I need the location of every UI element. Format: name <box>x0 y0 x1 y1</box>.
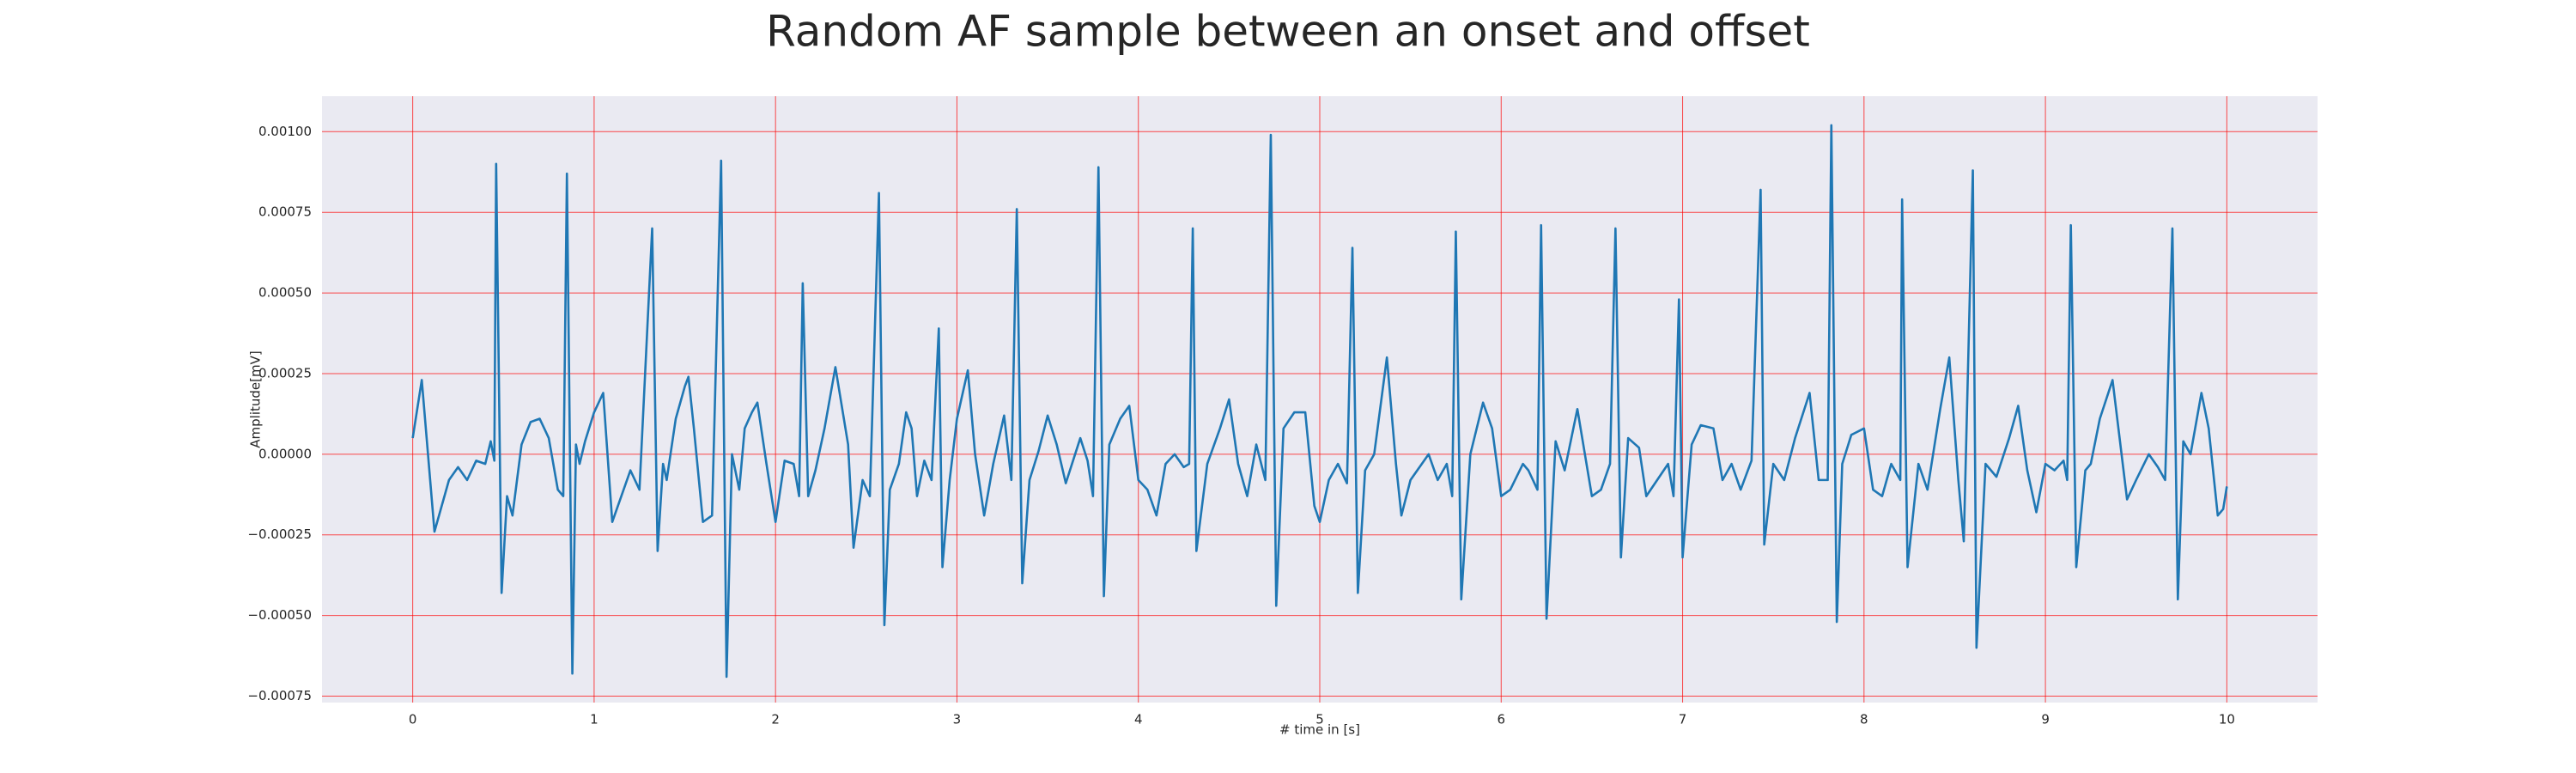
y-tick-label: −0.00075 <box>247 688 312 703</box>
x-tick-label: 1 <box>590 712 598 727</box>
y-tick-label: 0.00100 <box>258 124 312 139</box>
x-tick-label: 2 <box>771 712 780 727</box>
x-tick-label: 8 <box>1860 712 1868 727</box>
y-tick-label: 0.00050 <box>258 285 312 301</box>
x-axis-label: # time in [s] <box>1279 722 1360 738</box>
x-tick-label: 0 <box>409 712 417 727</box>
chart-title: Random AF sample between an onset and of… <box>766 7 1810 57</box>
x-tick-label: 6 <box>1497 712 1505 727</box>
y-tick-label: 0.00025 <box>258 365 312 380</box>
signal-line <box>411 124 2228 679</box>
x-tick-label: 3 <box>953 712 962 727</box>
x-tick-label: 10 <box>2219 712 2235 727</box>
x-tick-label: 7 <box>1679 712 1687 727</box>
x-tick-label: 4 <box>1134 712 1143 727</box>
x-tick-label: 9 <box>2041 712 2050 727</box>
y-axis-label: Amplitude[mV] <box>248 350 264 447</box>
y-tick-label: −0.00050 <box>247 607 312 623</box>
y-tick-label: −0.00025 <box>247 526 312 542</box>
y-tick-label: 0.00075 <box>258 204 312 220</box>
x-tick-label: 5 <box>1315 712 1324 727</box>
y-tick-label: 0.00000 <box>258 446 312 461</box>
